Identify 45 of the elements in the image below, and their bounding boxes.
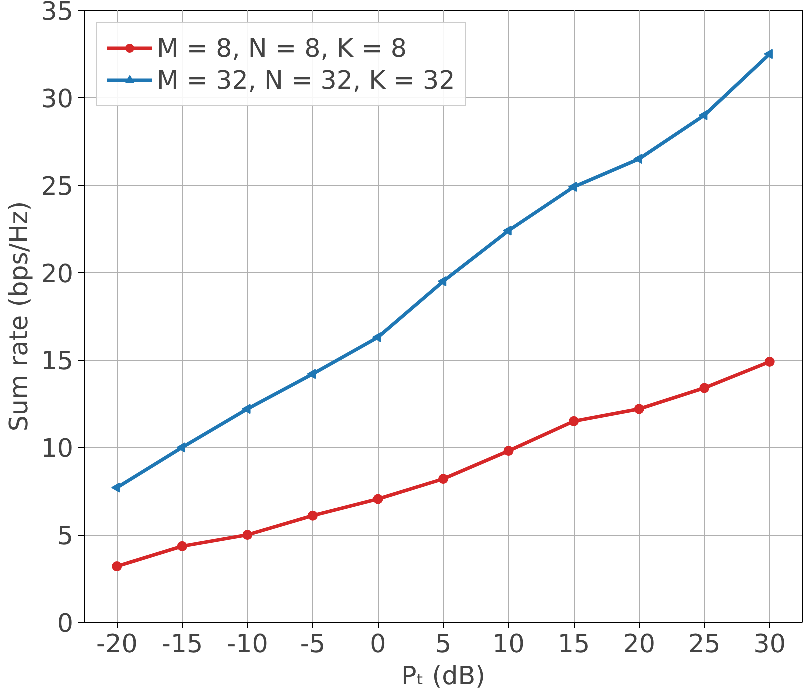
point — [634, 404, 644, 414]
x-tick-label: 5 — [435, 628, 452, 658]
legend-label: M = 32, N = 32, K = 32 — [157, 65, 456, 95]
point — [177, 541, 188, 552]
point — [373, 494, 384, 504]
x-axis-title: Pₜ (dB) — [401, 660, 486, 690]
point — [308, 510, 318, 521]
x-tick-label: -10 — [227, 628, 268, 658]
point — [438, 474, 448, 484]
y-tick-label: 20 — [41, 258, 74, 288]
point — [698, 110, 708, 120]
point — [438, 276, 447, 287]
x-tick-label: 25 — [688, 628, 721, 658]
point — [504, 446, 514, 456]
point — [700, 383, 710, 394]
x-tick-label: 10 — [492, 628, 525, 658]
x-tick-label: -15 — [162, 628, 204, 658]
point — [764, 356, 775, 367]
x-tick-label: -20 — [96, 628, 138, 658]
point — [634, 154, 642, 164]
legend-label: M = 8, N = 8, K = 8 — [157, 33, 407, 63]
y-tick-label: 25 — [41, 170, 74, 201]
x-tick-label: 0 — [370, 628, 386, 658]
point — [568, 182, 578, 192]
y-tick-label: 10 — [41, 433, 74, 464]
point — [176, 442, 186, 453]
x-tick-label: -5 — [300, 628, 326, 658]
point — [569, 416, 580, 426]
y-tick-label: 5 — [57, 520, 74, 551]
point — [372, 332, 382, 342]
y-tick-label: 15 — [41, 346, 74, 376]
point — [242, 530, 253, 540]
point — [111, 482, 120, 493]
y-tick-label: 35 — [41, 0, 74, 26]
point — [503, 226, 512, 236]
x-tick-label: 20 — [623, 628, 656, 658]
point — [307, 369, 316, 380]
y-tick-label: 0 — [57, 608, 74, 638]
point — [764, 49, 773, 60]
y-tick-label: 30 — [41, 83, 74, 114]
y-axis-title: Sum rate (bps/Hz) — [3, 201, 34, 432]
x-tick-label: 15 — [558, 628, 590, 658]
point — [112, 562, 122, 572]
point — [242, 404, 251, 414]
x-tick-label: 30 — [754, 628, 786, 658]
